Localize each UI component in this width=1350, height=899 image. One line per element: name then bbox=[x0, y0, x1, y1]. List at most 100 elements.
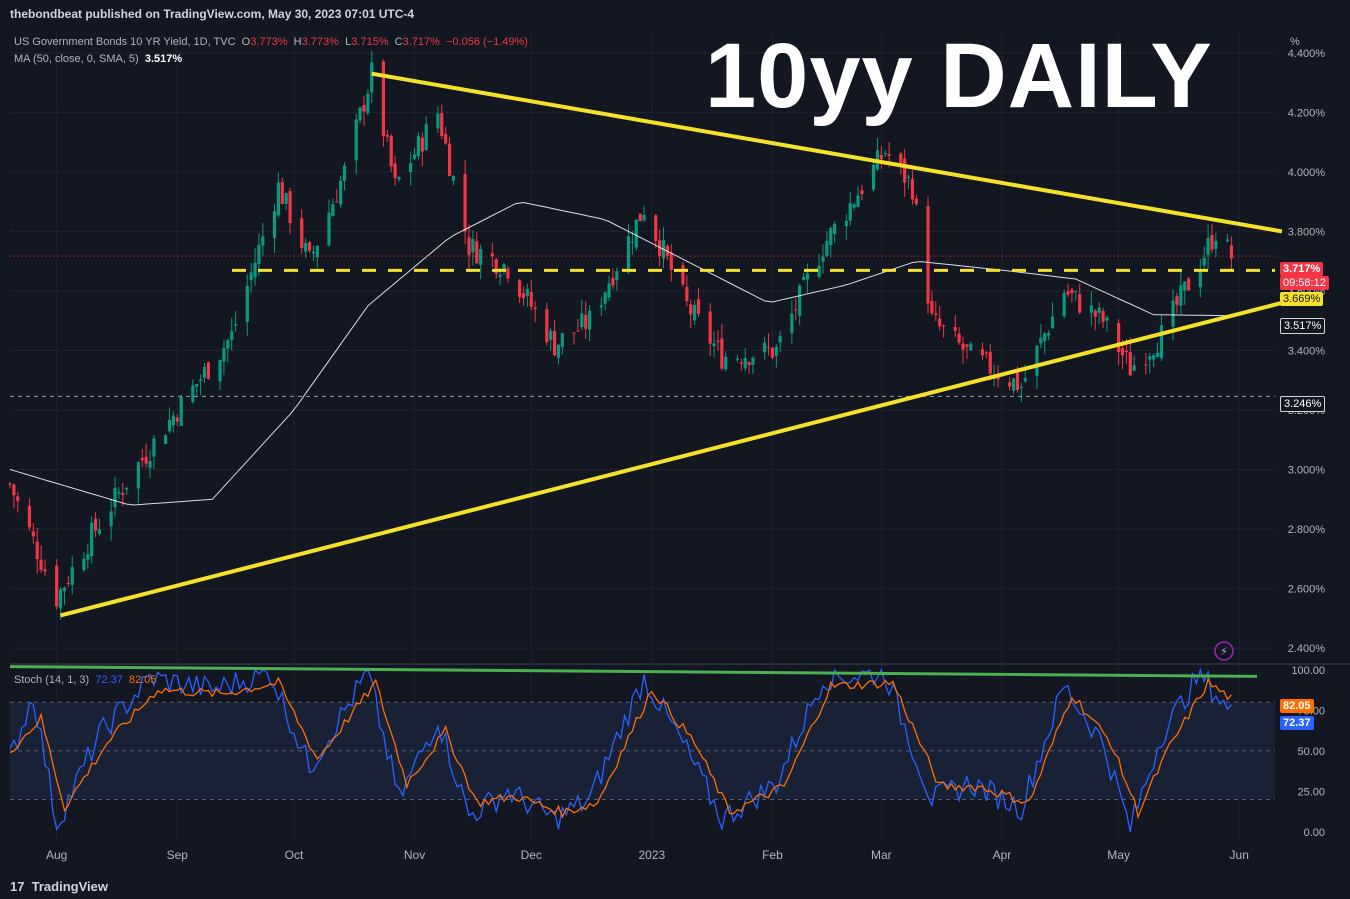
candle-body bbox=[58, 589, 63, 609]
candle-body bbox=[599, 305, 603, 308]
candle-body bbox=[1074, 291, 1078, 293]
candle-body bbox=[304, 243, 308, 252]
candle-body bbox=[1229, 245, 1234, 259]
trendline-support bbox=[60, 300, 1283, 618]
candle-body bbox=[206, 362, 210, 379]
candle-body bbox=[852, 204, 856, 208]
candle-body bbox=[584, 314, 588, 329]
candle-body bbox=[580, 313, 584, 327]
candle-body bbox=[545, 309, 549, 343]
candle-body bbox=[988, 352, 992, 374]
candle-body bbox=[327, 212, 331, 246]
candle-body bbox=[517, 280, 522, 297]
stoch-d-value: 82.05 bbox=[129, 674, 157, 686]
candle-body bbox=[1101, 310, 1105, 322]
candle-body bbox=[502, 264, 506, 270]
candle-body bbox=[424, 124, 428, 151]
candle-body bbox=[1124, 350, 1129, 353]
candle-body bbox=[685, 286, 689, 302]
candle-body bbox=[97, 529, 102, 534]
candle-body bbox=[887, 153, 891, 156]
candle-body bbox=[1089, 305, 1093, 313]
candle-body bbox=[720, 338, 724, 369]
candle-body bbox=[751, 357, 755, 365]
candle-body bbox=[611, 277, 615, 286]
candle-body bbox=[735, 358, 740, 360]
candle-body bbox=[984, 352, 988, 354]
candle-body bbox=[829, 228, 833, 246]
x-tick-label: Nov bbox=[404, 848, 425, 862]
candle-body bbox=[801, 276, 806, 280]
candle-body bbox=[833, 223, 837, 235]
x-tick-label: Apr bbox=[993, 848, 1012, 862]
candle-body bbox=[1179, 285, 1183, 306]
candle-body bbox=[148, 460, 152, 468]
candle-body bbox=[261, 236, 265, 246]
candle-body bbox=[416, 135, 421, 157]
candle-body bbox=[770, 347, 775, 358]
candle-body bbox=[883, 152, 887, 155]
candle-body bbox=[31, 531, 35, 537]
candle-body bbox=[331, 204, 335, 217]
stoch-tick-label: 50.00 bbox=[1297, 746, 1325, 758]
dashed-level-tag: 3.669% bbox=[1280, 292, 1324, 306]
close-label: C bbox=[394, 36, 403, 48]
candle-body bbox=[1043, 333, 1047, 342]
candle-body bbox=[447, 143, 452, 176]
candle-body bbox=[848, 203, 852, 221]
last-price-tag: 3.717% bbox=[1280, 262, 1324, 276]
candle-body bbox=[307, 242, 312, 251]
candle-body bbox=[914, 198, 918, 204]
candle-body bbox=[467, 237, 471, 256]
candle-body bbox=[879, 154, 883, 160]
candle-body bbox=[607, 283, 611, 298]
candle-body bbox=[171, 415, 175, 426]
x-tick-label: Jun bbox=[1230, 848, 1249, 862]
candle-body bbox=[1214, 240, 1218, 249]
y-tick-label: 2.800% bbox=[1288, 524, 1326, 536]
candle-body bbox=[763, 342, 767, 353]
candle-body bbox=[335, 201, 339, 203]
candle-body bbox=[1039, 338, 1043, 344]
stoch-d-line bbox=[9, 676, 1232, 820]
candle-body bbox=[370, 62, 374, 93]
candle-body bbox=[311, 251, 316, 254]
stoch-label: Stoch (14, 1, 3) bbox=[14, 674, 90, 686]
candle-body bbox=[798, 285, 802, 316]
candle-body bbox=[634, 219, 638, 248]
support-level-tag: 3.246% bbox=[1280, 396, 1326, 412]
candle-body bbox=[136, 462, 140, 489]
candle-body bbox=[385, 134, 389, 137]
close-value: 3.717% bbox=[402, 36, 440, 48]
x-tick-label: 2023 bbox=[638, 848, 665, 862]
open-label: O bbox=[241, 36, 251, 48]
candle-body bbox=[284, 193, 288, 204]
candle-body bbox=[969, 343, 973, 351]
candle-body bbox=[638, 213, 642, 222]
candle-body bbox=[272, 211, 277, 238]
candle-body bbox=[1062, 293, 1066, 317]
tradingview-logo[interactable]: 17 TradingView bbox=[10, 879, 108, 894]
candle-body bbox=[790, 313, 794, 334]
candle-body bbox=[560, 333, 564, 347]
candle-body bbox=[1155, 352, 1160, 358]
candle-body bbox=[175, 417, 179, 422]
candle-body bbox=[93, 518, 98, 531]
candle-body bbox=[498, 274, 502, 277]
candle-body bbox=[1050, 316, 1055, 329]
candle-body bbox=[471, 239, 475, 253]
candle-body bbox=[953, 327, 957, 331]
candle-body bbox=[397, 177, 401, 180]
candle-body bbox=[712, 343, 716, 347]
candle-body bbox=[696, 299, 701, 314]
candle-body bbox=[342, 165, 347, 181]
candle-body bbox=[572, 332, 576, 334]
candle-body bbox=[525, 288, 529, 296]
candle-body bbox=[1198, 269, 1202, 288]
y-tick-label: 4.200% bbox=[1288, 107, 1326, 119]
candle-body bbox=[1097, 307, 1101, 313]
candle-body bbox=[1171, 300, 1175, 327]
trendline-resistance bbox=[371, 71, 1283, 234]
candle-body bbox=[167, 419, 172, 432]
